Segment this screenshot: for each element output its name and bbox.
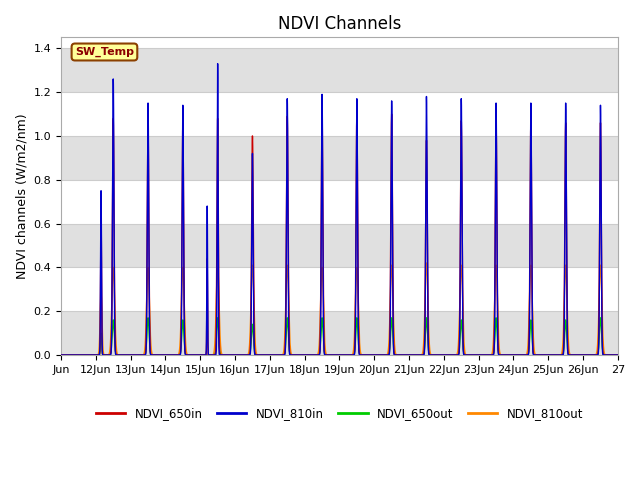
Text: SW_Temp: SW_Temp bbox=[75, 47, 134, 57]
Bar bbox=[61, 311, 618, 355]
Y-axis label: NDVI channels (W/m2/nm): NDVI channels (W/m2/nm) bbox=[15, 113, 28, 279]
Legend: NDVI_650in, NDVI_810in, NDVI_650out, NDVI_810out: NDVI_650in, NDVI_810in, NDVI_650out, NDV… bbox=[91, 402, 588, 425]
Bar bbox=[61, 48, 618, 92]
Title: NDVI Channels: NDVI Channels bbox=[278, 15, 401, 33]
Bar bbox=[61, 136, 618, 180]
Bar bbox=[61, 224, 618, 267]
